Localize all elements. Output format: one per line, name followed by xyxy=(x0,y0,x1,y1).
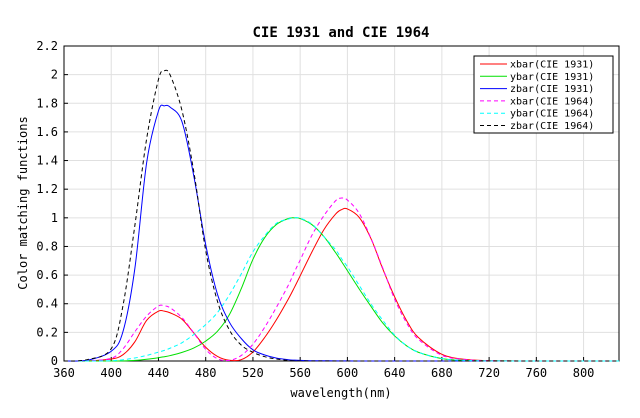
series-line-4 xyxy=(63,197,619,362)
y-tick-label: 0 xyxy=(51,354,58,368)
x-tick-label: 800 xyxy=(573,366,595,380)
y-tick-label: 1.4 xyxy=(36,154,58,168)
series-line-5 xyxy=(63,217,619,362)
legend-label: xbar(CIE 1964) xyxy=(510,96,594,107)
y-axis-title: Color matching functions xyxy=(16,116,30,289)
series-line-2 xyxy=(64,217,619,362)
x-tick-label: 720 xyxy=(478,366,500,380)
y-tick-label: 1 xyxy=(51,211,58,225)
legend-label: ybar(CIE 1931) xyxy=(510,72,594,83)
x-tick-label: 680 xyxy=(431,366,453,380)
y-tick-label: 0.8 xyxy=(36,239,58,253)
x-tick-label: 520 xyxy=(242,366,264,380)
x-tick-label: 440 xyxy=(148,366,170,380)
y-tick-label: 2.2 xyxy=(36,39,58,53)
y-tick-label: 2 xyxy=(51,68,58,82)
ticks: 360 400 440 480 520 560 600 640 680 720 760 800 0 0.2… xyxy=(36,39,594,380)
series-line-1 xyxy=(63,207,619,362)
x-tick-label: 360 xyxy=(53,366,75,380)
y-tick-label: 0.2 xyxy=(36,325,58,339)
y-tick-label: 1.2 xyxy=(36,182,58,196)
y-tick-label: 1.6 xyxy=(36,125,58,139)
y-tick-label: 0.4 xyxy=(36,297,58,311)
x-tick-label: 480 xyxy=(195,366,217,380)
legend-label: zbar(CIE 1931) xyxy=(510,84,594,95)
series-lines xyxy=(63,69,619,362)
x-tick-label: 640 xyxy=(384,366,406,380)
y-tick-label: 1.8 xyxy=(36,96,58,110)
series-line-6 xyxy=(63,69,619,362)
legend-label: zbar(CIE 1964) xyxy=(510,121,594,132)
legend-box xyxy=(473,55,614,134)
y-tick-label: 0.6 xyxy=(36,268,58,282)
legend: xbar(CIE 1931)ybar(CIE 1931)zbar(CIE 193… xyxy=(473,55,614,134)
x-tick-label: 400 xyxy=(100,366,122,380)
x-tick-label: 760 xyxy=(525,366,547,380)
legend-label: ybar(CIE 1964) xyxy=(510,109,594,120)
chart-title: CIE 1931 and CIE 1964 xyxy=(252,25,429,41)
x-axis-title: wavelength(nm) xyxy=(290,386,391,400)
x-tick-label: 560 xyxy=(289,366,311,380)
legend-label: xbar(CIE 1931) xyxy=(510,60,594,71)
series-line-3 xyxy=(63,104,619,362)
x-tick-label: 600 xyxy=(337,366,359,380)
